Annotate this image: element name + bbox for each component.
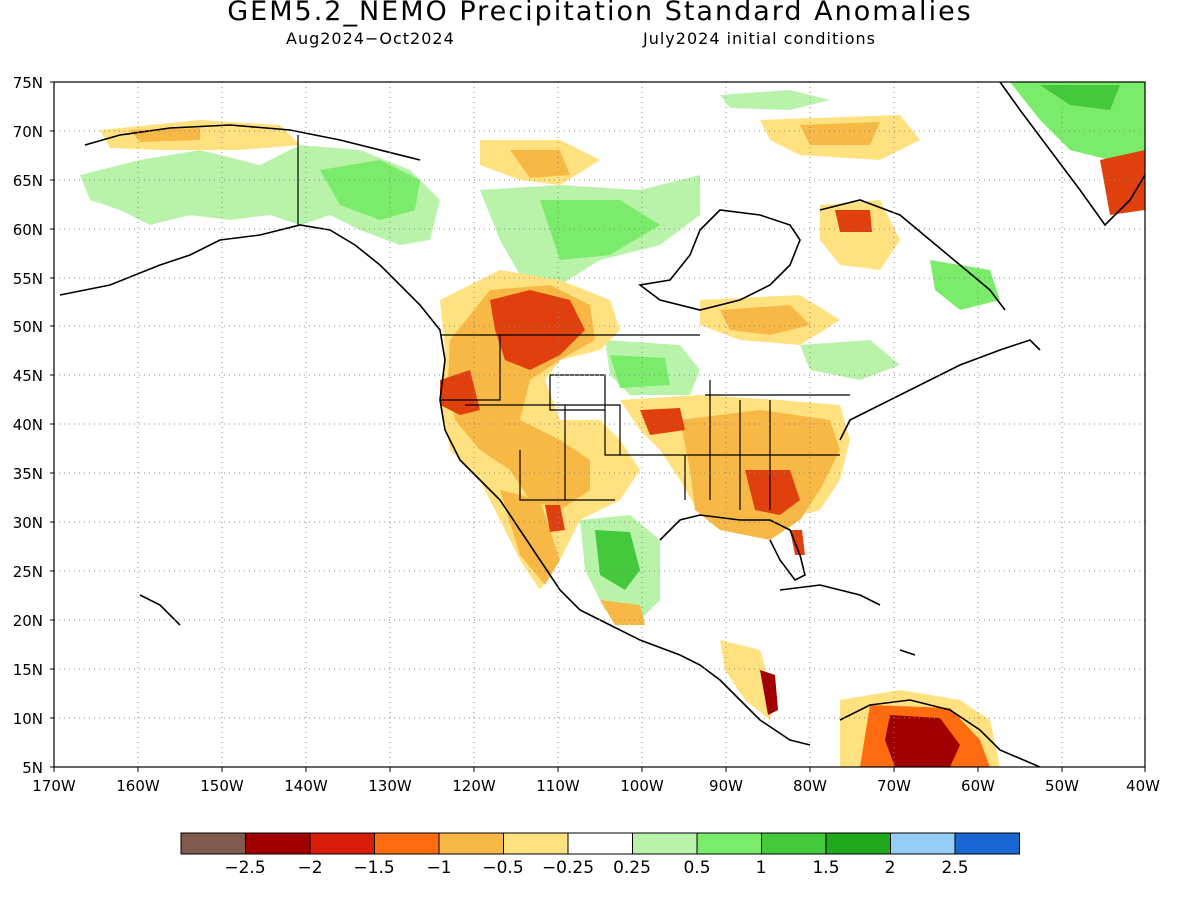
colorbar-label: 2.5: [941, 858, 968, 878]
coastlines: [59, 82, 1145, 767]
colorbar-swatch: [825, 832, 891, 855]
anomaly-red-montana: [490, 290, 585, 370]
colorbar-label: 0.5: [683, 858, 710, 878]
colorbar-label: 2: [885, 858, 896, 878]
lon-label: 90W: [709, 777, 743, 795]
anomaly-red-baja: [545, 505, 565, 532]
anomaly-orange-baffin: [800, 122, 880, 145]
colorbar-swatch: [245, 832, 311, 855]
lat-label: 55N: [13, 270, 43, 288]
lon-label: 160W: [116, 777, 160, 795]
colorbar-label: 0.25: [613, 858, 651, 878]
colorbar-swatch: [438, 832, 504, 855]
colorbar-label: −1.5: [353, 858, 394, 878]
colorbar-swatch: [374, 832, 440, 855]
lat-label: 40N: [13, 416, 43, 434]
lat-label: 25N: [13, 563, 43, 581]
lon-label: 130W: [368, 777, 412, 795]
anomaly-yellow-mexico-south: [600, 600, 645, 625]
anomaly-green-greenland-core: [1040, 85, 1120, 110]
colorbar-label: −2.5: [224, 858, 265, 878]
anomaly-red-central-america: [760, 670, 778, 715]
anomaly-green-dakotas-core: [610, 355, 670, 388]
forecast-period: Aug2024−Oct2024: [286, 29, 455, 48]
colorbar-swatch: [567, 832, 633, 855]
lat-label: 75N: [13, 74, 43, 92]
anomaly-green-northern-mexico-core: [595, 530, 640, 590]
anomaly-green-quebec: [800, 340, 900, 380]
colorbar-swatch: [696, 832, 762, 855]
anomaly-green-yukon-core: [320, 160, 420, 220]
lat-label: 15N: [13, 661, 43, 679]
colorbar-swatch: [503, 832, 569, 855]
colorbar-label: −0.5: [482, 858, 523, 878]
anomaly-orange-canada-south: [720, 305, 810, 335]
anomaly-darkred-venezuela: [885, 715, 960, 767]
lat-label: 60N: [13, 221, 43, 239]
lat-label: 20N: [13, 612, 43, 630]
colorbar-label: 1: [756, 858, 767, 878]
anomaly-red-greenland-east: [1100, 150, 1145, 215]
lat-label: 30N: [13, 514, 43, 532]
anomaly-green-arctic: [720, 90, 830, 110]
tick-marks: [50, 81, 1146, 772]
anomaly-red-missouri: [640, 408, 685, 435]
anomaly-green-labrador: [930, 260, 1000, 310]
anomaly-red-hudson-east: [835, 210, 872, 232]
lat-label: 5N: [22, 759, 43, 777]
lat-label: 45N: [13, 367, 43, 385]
initial-conditions: July2024 initial conditions: [643, 29, 876, 48]
lon-label: 80W: [793, 777, 827, 795]
anomaly-red-florida: [790, 530, 805, 555]
colorbar-swatch: [890, 832, 956, 855]
lon-label: 170W: [32, 777, 76, 795]
anomaly-yellow-central-america: [720, 640, 775, 720]
anomaly-layer: [80, 82, 1145, 767]
colorbar-label: −2: [297, 858, 322, 878]
colorbar-label: −0.25: [542, 858, 594, 878]
lon-label: 40W: [1126, 777, 1160, 795]
anomaly-green-nunavut-core: [540, 200, 660, 260]
lat-label: 50N: [13, 318, 43, 336]
lon-label: 100W: [620, 777, 664, 795]
colorbar-swatch: [309, 832, 375, 855]
anomaly-red-georgia: [745, 470, 800, 515]
lon-label: 70W: [877, 777, 911, 795]
lon-label: 50W: [1045, 777, 1079, 795]
state-borders: [297, 135, 850, 510]
lon-label: 150W: [200, 777, 244, 795]
colorbar-swatch: [632, 832, 698, 855]
colorbar-swatch: [180, 832, 246, 855]
lon-label: 110W: [536, 777, 580, 795]
lat-label: 65N: [13, 172, 43, 190]
lat-label: 35N: [13, 465, 43, 483]
lon-label: 140W: [284, 777, 328, 795]
colorbar-swatch: [761, 832, 827, 855]
anomaly-orange-alaska-north: [130, 128, 200, 142]
lon-label: 120W: [452, 777, 496, 795]
anomaly-yellow-baja: [500, 490, 560, 585]
colorbar-label: −1: [426, 858, 451, 878]
lat-label: 70N: [13, 123, 43, 141]
graticule: [54, 82, 1145, 767]
anomaly-orange-north-canada: [510, 150, 570, 178]
colorbar-label: 1.5: [812, 858, 839, 878]
lat-label: 10N: [13, 710, 43, 728]
anomaly-red-pacnw: [440, 370, 480, 415]
colorbar: [180, 832, 1020, 855]
map-title: GEM5.2_NEMO Precipitation Standard Anoma…: [227, 0, 973, 27]
lon-label: 60W: [961, 777, 995, 795]
colorbar-swatch: [954, 832, 1020, 855]
